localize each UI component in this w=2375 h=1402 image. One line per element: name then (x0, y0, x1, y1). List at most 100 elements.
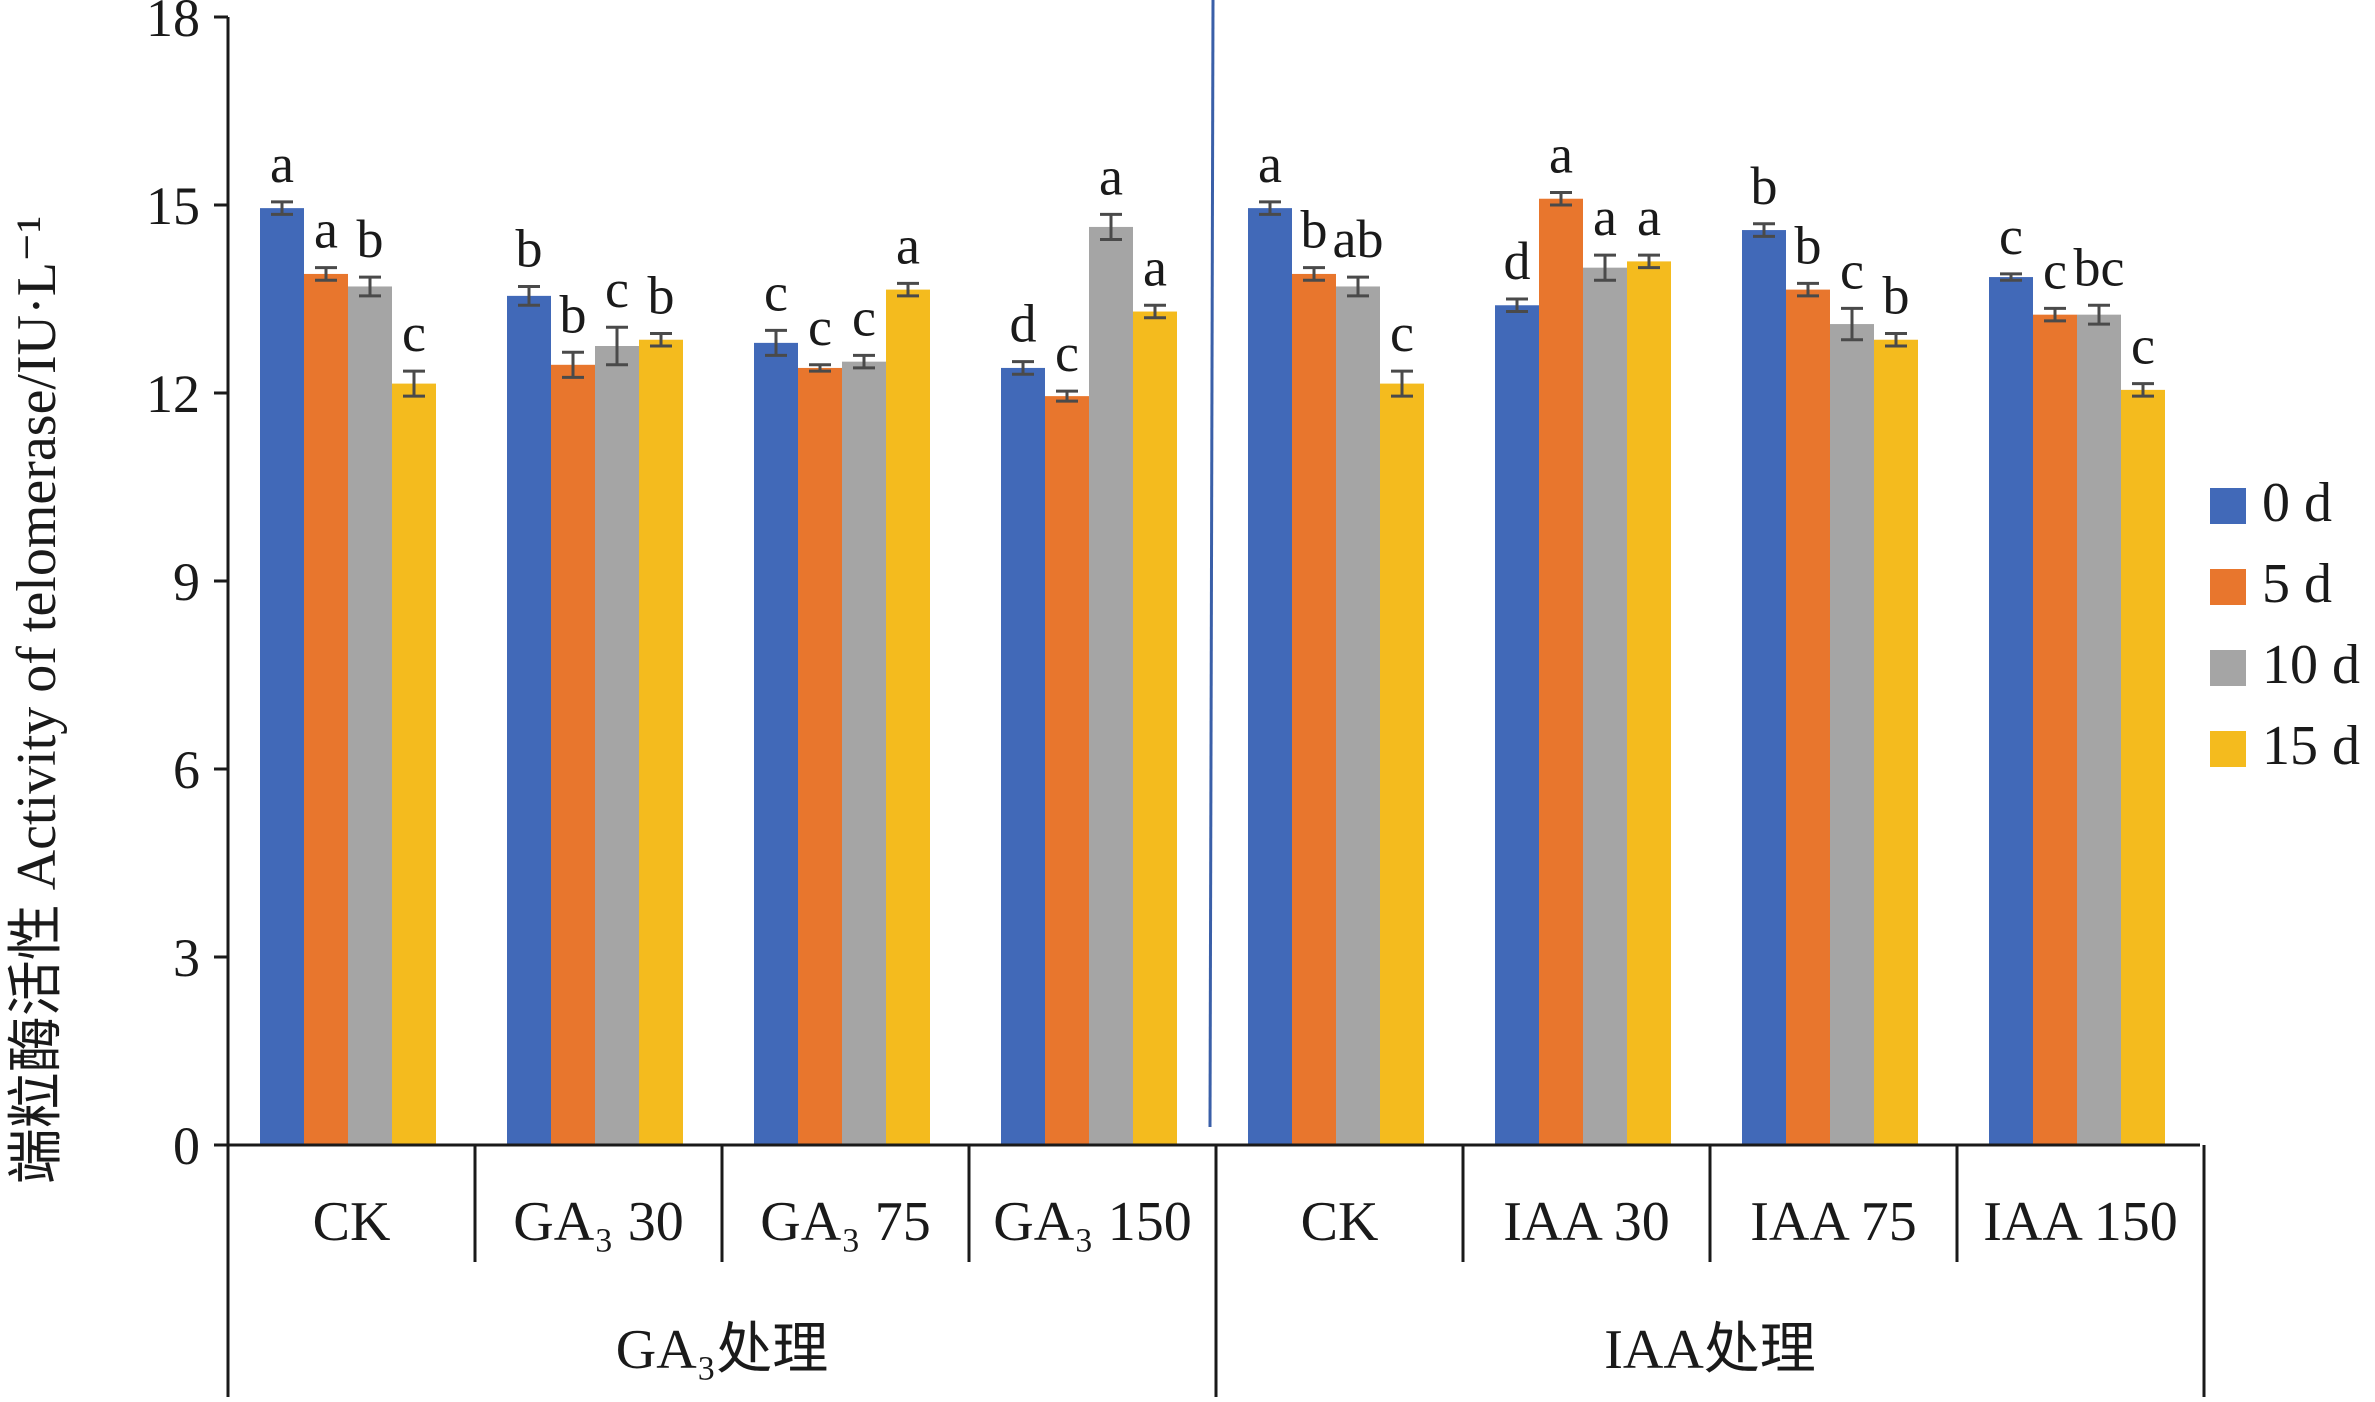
category-label: CK (1301, 1191, 1379, 1253)
bar (1742, 230, 1786, 1146)
bar (639, 339, 683, 1145)
significance-letter: d (1504, 231, 1531, 291)
error-bar (1638, 253, 1660, 270)
error-bar (1012, 360, 1034, 376)
bar (886, 289, 930, 1146)
legend-item: 10 d (2210, 634, 2360, 696)
category-label: GA₃ 75 (760, 1191, 930, 1253)
y-tick-label: 0 (173, 1116, 200, 1176)
error-bar (518, 284, 540, 307)
error-bar (1144, 303, 1166, 320)
significance-letter: a (1143, 237, 1167, 297)
bar (1583, 267, 1627, 1146)
error-bar (650, 331, 672, 348)
category-label: GA₃ 30 (513, 1191, 683, 1253)
bar (798, 367, 842, 1145)
significance-letter: c (402, 303, 426, 363)
bar (754, 342, 798, 1145)
error-bar (1885, 331, 1907, 348)
y-tick-label: 15 (146, 176, 200, 236)
significance-letter: a (1099, 146, 1123, 206)
error-bar (2000, 272, 2022, 282)
error-bar (765, 328, 787, 357)
bar (1248, 208, 1292, 1146)
significance-letter: c (605, 259, 629, 319)
error-bar (853, 353, 875, 370)
significance-letter: ab (1333, 209, 1384, 269)
legend-swatch (2210, 488, 2246, 524)
significance-letter: c (764, 262, 788, 322)
group-label: IAA处理 (1604, 1319, 1816, 1381)
significance-letter: c (852, 287, 876, 347)
error-bar (1841, 306, 1863, 342)
bar (2033, 314, 2077, 1146)
legend-item: 5 d (2210, 553, 2332, 615)
significance-letter: c (1999, 206, 2023, 266)
legend-label: 0 d (2262, 472, 2332, 534)
bar (1495, 305, 1539, 1145)
error-bar (809, 363, 831, 373)
bar (1539, 198, 1583, 1145)
bar (1874, 339, 1918, 1145)
legend-swatch (2210, 731, 2246, 767)
legend-label: 10 d (2262, 634, 2360, 696)
legend-item: 0 d (2210, 472, 2332, 534)
significance-letter: b (357, 209, 384, 269)
error-bar (315, 266, 337, 282)
error-bar (1391, 369, 1413, 398)
bar (348, 286, 392, 1145)
bar (260, 208, 304, 1146)
significance-letter: c (808, 297, 832, 357)
bar (1830, 324, 1874, 1146)
significance-letter: a (1593, 187, 1617, 247)
y-tick-label: 18 (146, 0, 200, 48)
legend-label: 5 d (2262, 553, 2332, 615)
bar (1001, 367, 1045, 1145)
bar (2077, 314, 2121, 1146)
y-tick-label: 3 (173, 928, 200, 988)
category-label: GA₃ 150 (993, 1191, 1191, 1253)
bar (1292, 273, 1336, 1145)
error-bar (2044, 306, 2066, 323)
error-bar (606, 325, 628, 367)
significance-letter: b (648, 265, 675, 325)
error-bar (403, 369, 425, 398)
significance-letter: a (1258, 134, 1282, 194)
group-label: GA₃处理 (616, 1319, 828, 1381)
significance-letter: b (560, 284, 587, 344)
bar (304, 273, 348, 1145)
category-label: IAA 150 (1983, 1191, 2177, 1253)
significance-letter: bc (2074, 237, 2125, 297)
bar (842, 361, 886, 1146)
error-bar (1056, 389, 1078, 403)
bar (1133, 311, 1177, 1145)
y-tick-label: 6 (173, 740, 200, 800)
bar (1089, 226, 1133, 1145)
category-label: IAA 75 (1750, 1191, 1916, 1253)
significance-letter: a (896, 215, 920, 275)
significance-letter: b (1883, 265, 1910, 325)
significance-letter: c (1390, 303, 1414, 363)
significance-letter: b (1795, 215, 1822, 275)
significance-letter: c (2131, 316, 2155, 376)
significance-letter: b (516, 218, 543, 278)
bar (392, 383, 436, 1146)
significance-letter: c (1055, 323, 1079, 383)
significance-letter: a (1637, 187, 1661, 247)
error-bar (359, 275, 381, 298)
error-bar (2088, 303, 2110, 326)
category-label: IAA 30 (1503, 1191, 1669, 1253)
error-bar (1303, 266, 1325, 282)
bar (1786, 289, 1830, 1146)
significance-letter: a (1549, 124, 1573, 184)
treatment-separator (1208, 0, 1215, 1128)
bar (1627, 261, 1671, 1145)
legend-item: 15 d (2210, 715, 2360, 777)
legend-swatch (2210, 650, 2246, 686)
significance-letter: a (314, 200, 338, 260)
error-bar (1259, 200, 1281, 216)
significance-letter: d (1010, 294, 1037, 354)
error-bar (271, 200, 293, 216)
